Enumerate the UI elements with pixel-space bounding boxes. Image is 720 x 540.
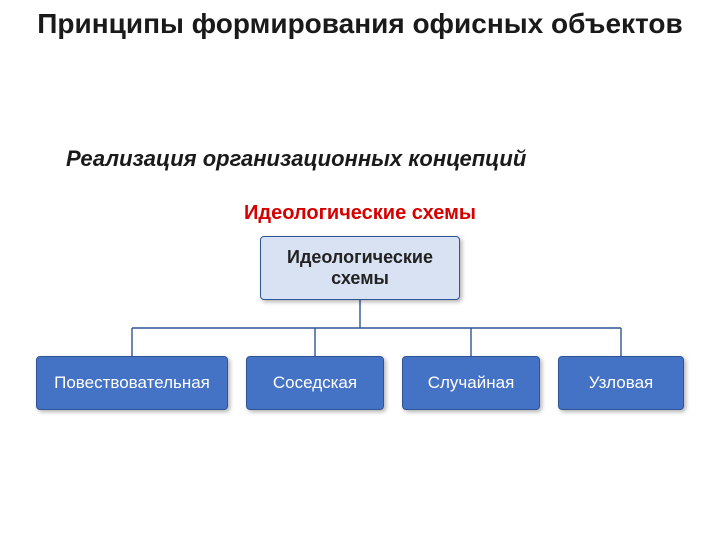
section-label: Идеологические схемы: [160, 202, 560, 225]
tree-child-node: Случайная: [402, 356, 540, 410]
slide-subtitle: Реализация организационных концепций: [66, 146, 626, 171]
tree-child-label: Узловая: [589, 373, 654, 393]
slide-title: Принципы формирования офисных объектов: [0, 8, 720, 40]
tree-root-label: Идеологические схемы: [269, 247, 451, 288]
tree-child-node: Соседская: [246, 356, 384, 410]
tree-child-label: Соседская: [273, 373, 357, 393]
tree-child-label: Повествовательная: [54, 373, 210, 393]
tree-child-label: Случайная: [428, 373, 515, 393]
tree-child-node: Узловая: [558, 356, 684, 410]
tree-child-node: Повествовательная: [36, 356, 228, 410]
tree-root-node: Идеологические схемы: [260, 236, 460, 300]
